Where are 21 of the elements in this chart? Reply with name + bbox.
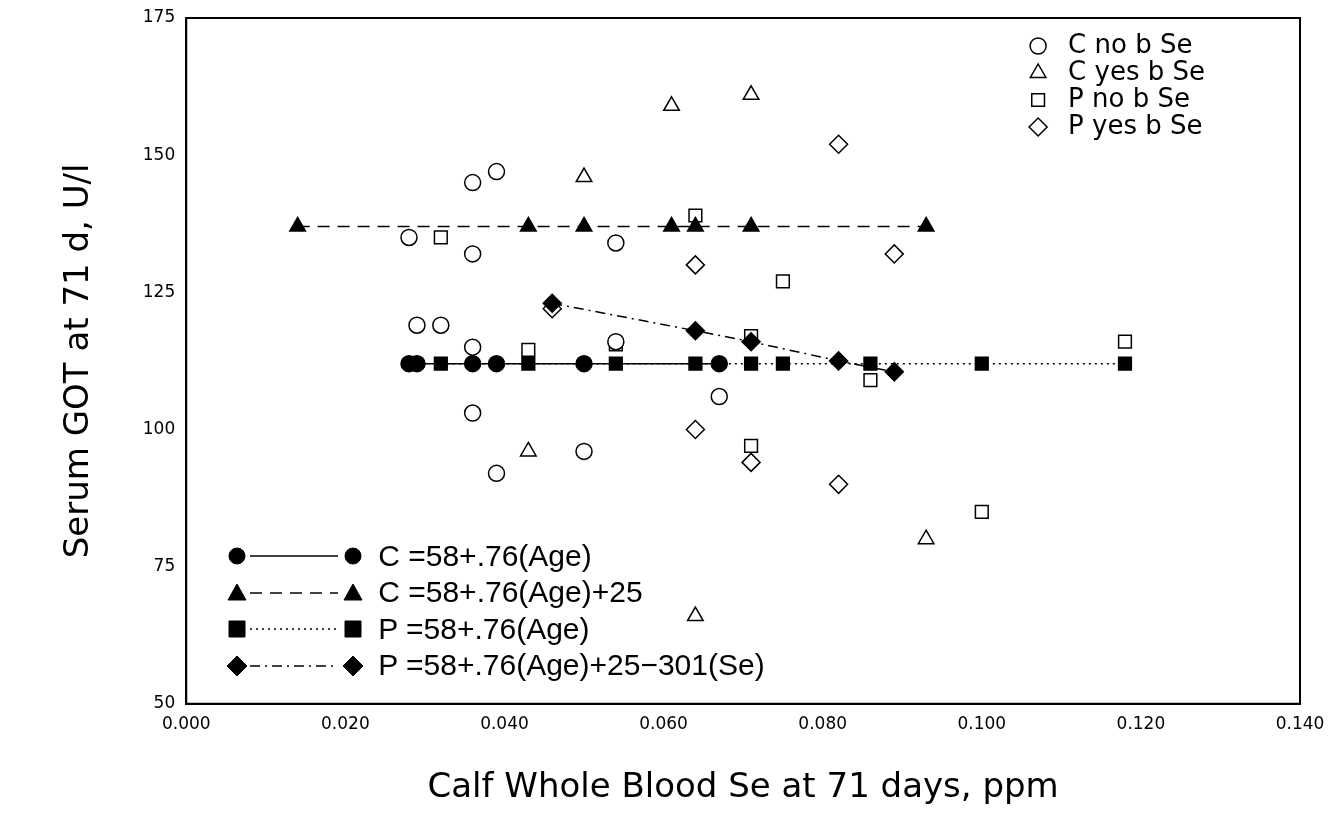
x-tick-label: 0.140: [1275, 713, 1325, 734]
y-tick-label: 100: [142, 417, 176, 438]
legend-label: C =58+.76(Age): [378, 537, 592, 574]
y-tick-label: 125: [142, 280, 176, 301]
y-tick-label: 150: [142, 143, 176, 164]
x-tick-label: 0.060: [639, 713, 688, 734]
x-tick-label: 0.040: [480, 713, 529, 734]
legend-label: C =58+.76(Age)+25: [378, 574, 643, 611]
x-tick-label: 0.100: [957, 713, 1007, 734]
legend-label: P =58+.76(Age)+25−301(Se): [378, 647, 765, 684]
legend-label: P yes b Se: [1068, 109, 1203, 140]
y-tick-label: 50: [153, 692, 176, 713]
x-axis-title: Calf Whole Blood Se at 71 days, ppm: [427, 765, 1059, 806]
x-tick-label: 0.020: [321, 713, 370, 734]
legend-label: P =58+.76(Age): [378, 610, 590, 647]
y-tick-label: 175: [142, 6, 176, 27]
y-tick-label: 75: [153, 555, 176, 576]
x-tick-label: 0.000: [161, 713, 211, 734]
x-tick-label: 0.080: [798, 713, 848, 734]
x-tick-label: 0.120: [1116, 713, 1166, 734]
y-axis-title: Serum GOT at 71 d, U/l: [56, 163, 97, 559]
